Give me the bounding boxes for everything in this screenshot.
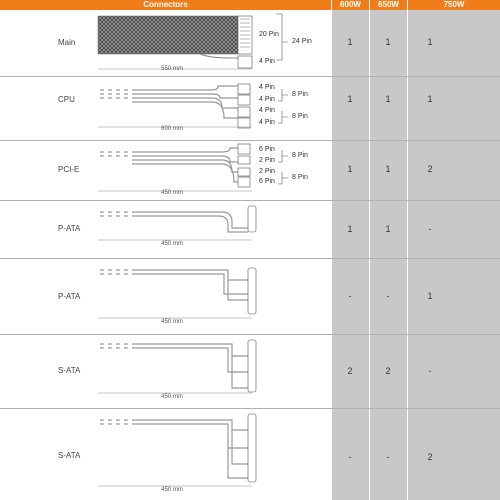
row-label-sata: S-ATA bbox=[58, 451, 81, 460]
pin-label: 8 Pin bbox=[292, 174, 308, 181]
value-750w: - bbox=[428, 224, 432, 234]
value-600w: 1 bbox=[347, 37, 353, 47]
pin-label: 4 Pin bbox=[259, 107, 275, 114]
cable-length: 550 mm bbox=[161, 66, 183, 72]
value-650w: 1 bbox=[385, 164, 391, 174]
pin-label: 20 Pin bbox=[259, 31, 279, 38]
value-600w: 2 bbox=[347, 366, 353, 376]
pata-cable-drawing-1 bbox=[98, 205, 257, 241]
pin-label: 8 Pin bbox=[292, 152, 308, 159]
row-label-main: Main bbox=[58, 38, 76, 47]
pin-label: 8 Pin bbox=[292, 113, 308, 120]
value-750w: 1 bbox=[427, 291, 433, 301]
header-650w: 650W bbox=[370, 0, 407, 10]
row-label-cpu: CPU bbox=[58, 95, 75, 104]
value-650w: - bbox=[386, 452, 390, 462]
pin-label: 8 Pin bbox=[292, 91, 308, 98]
value-650w: - bbox=[386, 291, 390, 301]
pin-label: 6 Pin bbox=[259, 146, 275, 153]
pin-label: 4 Pin bbox=[259, 58, 275, 65]
value-650w: 1 bbox=[385, 94, 391, 104]
pin-label: 2 Pin bbox=[259, 157, 275, 164]
row-divider bbox=[0, 140, 500, 141]
value-600w: 1 bbox=[347, 224, 353, 234]
value-650w: 1 bbox=[385, 37, 391, 47]
pcie-cable-drawing bbox=[98, 143, 288, 192]
value-750w: 2 bbox=[427, 164, 433, 174]
main-cable-drawing bbox=[97, 13, 288, 70]
value-650w: 1 bbox=[385, 224, 391, 234]
row-label-pata: P-ATA bbox=[58, 292, 81, 301]
header-750w: 750W bbox=[408, 0, 500, 10]
row-divider bbox=[0, 200, 500, 201]
cable-length: 450 mm bbox=[161, 487, 183, 493]
pin-label: 24 Pin bbox=[292, 38, 312, 45]
pin-label: 4 Pin bbox=[259, 96, 275, 103]
cable-length: 600 mm bbox=[161, 126, 183, 132]
column-650w bbox=[370, 10, 407, 500]
row-divider bbox=[0, 334, 500, 335]
cable-length: 450 mm bbox=[161, 394, 183, 400]
cpu-cable-drawing bbox=[98, 83, 288, 129]
cable-length: 450 mm bbox=[161, 190, 183, 196]
column-600w bbox=[332, 10, 369, 500]
pin-label: 4 Pin bbox=[259, 119, 275, 126]
column-750w bbox=[408, 10, 500, 500]
header-600w: 600W bbox=[332, 0, 369, 10]
pin-label: 4 Pin bbox=[259, 84, 275, 91]
value-600w: - bbox=[348, 291, 352, 301]
value-750w: 1 bbox=[427, 37, 433, 47]
pin-label: 2 Pin bbox=[259, 168, 275, 175]
pata-cable-drawing-2 bbox=[98, 267, 257, 319]
value-750w: 2 bbox=[427, 452, 433, 462]
value-750w: 1 bbox=[427, 94, 433, 104]
value-750w: - bbox=[428, 366, 432, 376]
row-label-pata: P-ATA bbox=[58, 224, 81, 233]
value-600w: - bbox=[348, 452, 352, 462]
value-600w: 1 bbox=[347, 94, 353, 104]
row-label-sata: S-ATA bbox=[58, 366, 81, 375]
header-connectors: Connectors bbox=[0, 0, 331, 10]
sata-cable-drawing-2 bbox=[98, 413, 257, 487]
cable-length: 450 mm bbox=[161, 319, 183, 325]
sata-cable-drawing-1 bbox=[98, 339, 257, 394]
value-650w: 2 bbox=[385, 366, 391, 376]
row-divider bbox=[0, 258, 500, 259]
pin-label: 6 Pin bbox=[259, 178, 275, 185]
row-divider bbox=[0, 408, 500, 409]
cable-length: 450 mm bbox=[161, 241, 183, 247]
row-label-pcie: PCI-E bbox=[58, 165, 80, 174]
value-600w: 1 bbox=[347, 164, 353, 174]
row-divider bbox=[0, 76, 500, 77]
